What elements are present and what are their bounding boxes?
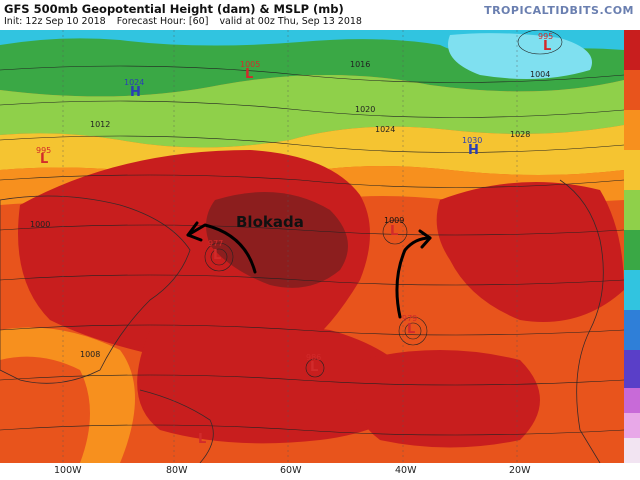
isobar-label: 1012 xyxy=(90,120,111,129)
colorbar-step xyxy=(624,150,640,190)
isobar xyxy=(0,224,624,236)
isobar-label: 1000 xyxy=(30,220,51,229)
colorbar-step xyxy=(624,230,640,270)
header: GFS 500mb Geopotential Height (dam) & MS… xyxy=(0,0,640,30)
colorbar-step xyxy=(624,438,640,463)
colorbar-step xyxy=(624,310,640,350)
isobar xyxy=(210,248,228,266)
low-pressure-icon: L xyxy=(213,248,222,263)
south-america-coast xyxy=(139,389,214,463)
longitude-label: 40W xyxy=(395,465,417,476)
arrow-icon xyxy=(418,229,432,249)
isobar xyxy=(0,374,624,386)
longitude-label: 60W xyxy=(280,465,302,476)
longitude-label: 80W xyxy=(166,465,188,476)
pressure-value: 1030 xyxy=(462,136,483,145)
low-pressure-icon: L xyxy=(390,224,399,239)
forecast-hour: Forecast Hour: [60] xyxy=(116,16,209,27)
pressure-value: 986 xyxy=(306,353,322,362)
colorbar-step xyxy=(624,70,640,110)
chart-subtitle: Init: 12z Sep 10 2018 Forecast Hour: [60… xyxy=(4,16,362,27)
axis-bar xyxy=(0,463,640,480)
low-pressure-icon: L xyxy=(245,67,254,82)
valid-time: valid at 00z Thu, Sep 13 2018 xyxy=(219,16,362,27)
init-label: Init: 12z Sep 10 2018 xyxy=(4,16,106,27)
arrows xyxy=(186,221,432,319)
isobar xyxy=(382,219,408,245)
isobar-label: 1016 xyxy=(350,60,371,69)
height-field-sw-mid xyxy=(0,356,90,463)
brand-logo: TROPICALTIDBITS.COM xyxy=(484,4,634,17)
ridge-south xyxy=(137,325,420,444)
colorbar-step xyxy=(624,413,640,438)
arrow-icon xyxy=(186,223,257,274)
isobar xyxy=(0,65,624,83)
longitude-label: 20W xyxy=(509,465,531,476)
isobar xyxy=(305,358,325,378)
low-pressure-icon: L xyxy=(407,322,416,337)
ridge-core xyxy=(206,192,348,288)
high-pressure-icon: H xyxy=(130,85,141,100)
isobar xyxy=(0,100,624,118)
pressure-value: 1024 xyxy=(124,78,145,87)
colorbar-step xyxy=(624,270,640,310)
pressure-value: 995 xyxy=(36,146,52,155)
pressure-value: 1009 xyxy=(384,216,405,225)
high-pressure-icon: H xyxy=(468,143,479,158)
isobar xyxy=(0,135,624,153)
isobar-label: 1028 xyxy=(510,130,531,139)
isobar xyxy=(0,174,624,188)
arrow-icon xyxy=(186,221,203,242)
low-pressure-icon: L xyxy=(543,39,552,54)
map: 995 L 1005 L 1024 H 995 L 1030 H 1009 L … xyxy=(0,30,624,463)
low-pressure-icon: L xyxy=(198,432,207,447)
colorbar-step xyxy=(624,350,640,388)
colorbar-step xyxy=(624,110,640,150)
longitude-label: 100W xyxy=(54,465,82,476)
graticule xyxy=(62,30,518,463)
north-america-coast xyxy=(0,195,191,384)
low-pressure-icon: L xyxy=(310,360,319,375)
isobar xyxy=(0,274,624,286)
isobar xyxy=(517,30,563,55)
isobar xyxy=(204,242,234,272)
pressure-value: 979 xyxy=(402,314,418,323)
isobar-label: 1008 xyxy=(80,350,101,359)
chart-title: GFS 500mb Geopotential Height (dam) & MS… xyxy=(4,2,344,16)
isobar-label: 1004 xyxy=(530,70,551,79)
colorbar-step xyxy=(624,30,640,70)
low-pressure-icon: L xyxy=(40,152,49,167)
isobar xyxy=(0,424,624,436)
ridge-east xyxy=(436,182,624,322)
pressure-value: 1005 xyxy=(240,60,261,69)
isobar xyxy=(398,316,428,346)
isobar xyxy=(0,324,624,336)
annotation-blokada: Blokada xyxy=(236,213,304,231)
arrow-icon xyxy=(395,236,432,319)
colorbar-step xyxy=(624,190,640,230)
isobar-label: 1024 xyxy=(375,125,396,134)
isobar-label: 1020 xyxy=(355,105,376,114)
colorbar-step xyxy=(624,388,640,413)
map-canvas xyxy=(0,30,624,463)
isobars xyxy=(0,30,624,436)
pressure-value: 995 xyxy=(538,32,554,41)
height-field-cyan-light xyxy=(448,33,592,79)
pressure-value: 977 xyxy=(208,239,224,248)
colorbar xyxy=(624,30,640,463)
isobar xyxy=(404,322,422,340)
africa-europe-coast xyxy=(559,179,604,463)
ridge-southeast xyxy=(353,350,540,448)
